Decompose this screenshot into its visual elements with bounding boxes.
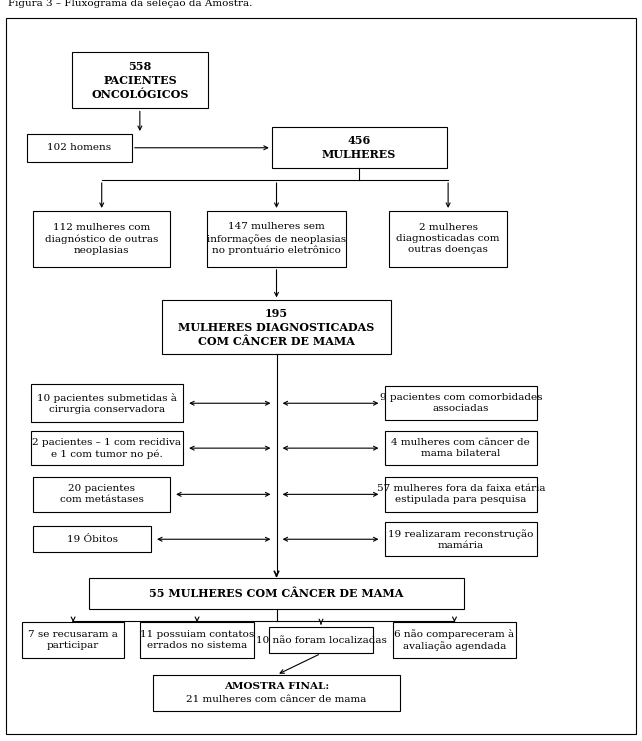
- FancyBboxPatch shape: [162, 300, 391, 354]
- FancyBboxPatch shape: [385, 386, 537, 420]
- Text: 19 Óbitos: 19 Óbitos: [67, 535, 117, 544]
- Text: 57 mulheres fora da faixa etária
estipulada para pesquisa: 57 mulheres fora da faixa etária estipul…: [377, 485, 545, 505]
- Text: Figura 3 – Fluxograma da seleção da Amostra.: Figura 3 – Fluxograma da seleção da Amos…: [8, 0, 253, 8]
- Text: 55 MULHERES COM CÂNCER DE MAMA: 55 MULHERES COM CÂNCER DE MAMA: [150, 588, 404, 599]
- FancyBboxPatch shape: [33, 477, 170, 511]
- Text: AMOSTRA FINAL:: AMOSTRA FINAL:: [224, 682, 329, 691]
- Text: 456
MULHERES: 456 MULHERES: [322, 136, 396, 160]
- Text: 147 mulheres sem
informações de neoplasias
no prontuário eletrônico: 147 mulheres sem informações de neoplasi…: [207, 222, 346, 256]
- FancyBboxPatch shape: [22, 622, 124, 659]
- Text: 6 não compareceram à
avaliação agendada: 6 não compareceram à avaliação agendada: [394, 629, 514, 651]
- FancyBboxPatch shape: [31, 431, 183, 465]
- Text: 7 se recusaram a
participar: 7 se recusaram a participar: [28, 630, 118, 651]
- Text: 9 pacientes com comorbidades
associadas: 9 pacientes com comorbidades associadas: [379, 393, 542, 413]
- Text: 112 mulheres com
diagnóstico de outras
neoplasias: 112 mulheres com diagnóstico de outras n…: [45, 223, 159, 255]
- FancyBboxPatch shape: [33, 526, 151, 553]
- FancyBboxPatch shape: [153, 675, 401, 711]
- Text: 102 homens: 102 homens: [48, 143, 112, 152]
- FancyBboxPatch shape: [385, 522, 537, 556]
- FancyBboxPatch shape: [385, 431, 537, 465]
- FancyBboxPatch shape: [389, 211, 507, 267]
- FancyBboxPatch shape: [71, 53, 208, 108]
- Text: 2 pacientes – 1 com recidiva
e 1 com tumor no pé.: 2 pacientes – 1 com recidiva e 1 com tum…: [32, 438, 181, 459]
- FancyBboxPatch shape: [392, 622, 516, 659]
- Text: 20 pacientes
com metástases: 20 pacientes com metástases: [60, 485, 144, 505]
- Text: 19 realizaram reconstrução
mamária: 19 realizaram reconstrução mamária: [388, 529, 534, 550]
- Text: 10 pacientes submetidas à
cirurgia conservadora: 10 pacientes submetidas à cirurgia conse…: [37, 393, 177, 413]
- FancyBboxPatch shape: [268, 627, 374, 654]
- FancyBboxPatch shape: [27, 134, 132, 162]
- FancyBboxPatch shape: [207, 211, 347, 267]
- FancyBboxPatch shape: [89, 577, 464, 609]
- Text: 21 mulheres com câncer de mama: 21 mulheres com câncer de mama: [186, 695, 367, 704]
- FancyBboxPatch shape: [33, 211, 170, 267]
- FancyBboxPatch shape: [385, 477, 537, 511]
- FancyBboxPatch shape: [140, 622, 254, 659]
- Text: 10 não foram localizadas: 10 não foram localizadas: [256, 636, 386, 645]
- Text: 195
MULHERES DIAGNOSTICADAS
COM CÂNCER DE MAMA: 195 MULHERES DIAGNOSTICADAS COM CÂNCER D…: [178, 308, 375, 347]
- FancyBboxPatch shape: [272, 127, 447, 168]
- Text: 11 possuiam contatos
errados no sistema: 11 possuiam contatos errados no sistema: [140, 630, 254, 651]
- Text: 2 mulheres
diagnosticadas com
outras doenças: 2 mulheres diagnosticadas com outras doe…: [396, 223, 500, 254]
- Text: 4 mulheres com câncer de
mama bilateral: 4 mulheres com câncer de mama bilateral: [392, 438, 530, 458]
- FancyBboxPatch shape: [31, 384, 183, 422]
- Text: 558
PACIENTES
ONCOLÓGICOS: 558 PACIENTES ONCOLÓGICOS: [91, 62, 189, 99]
